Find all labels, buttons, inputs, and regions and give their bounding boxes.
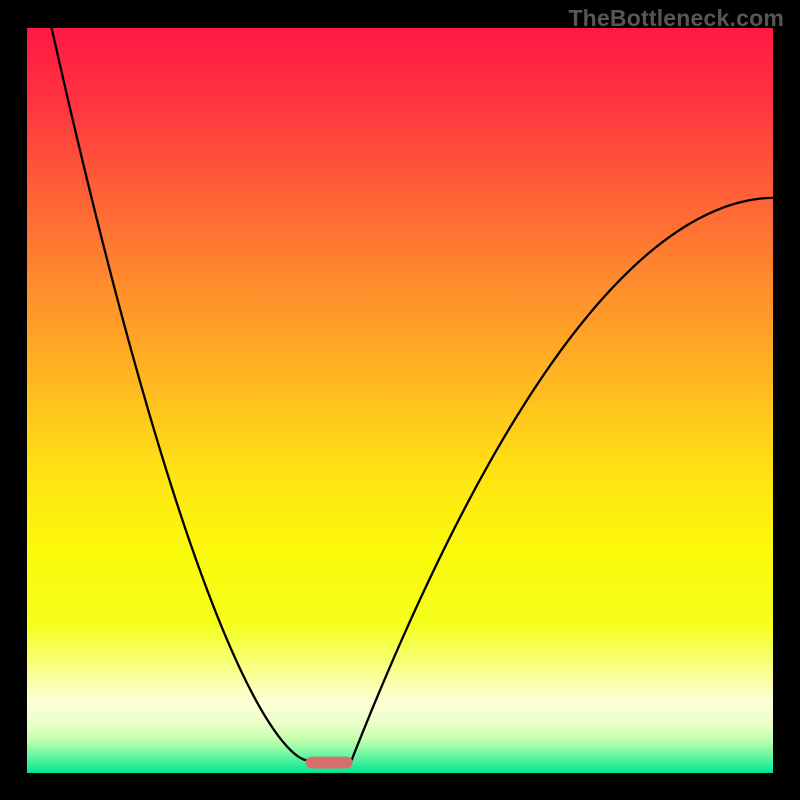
optimum-marker	[306, 757, 353, 769]
plot-gradient	[27, 28, 773, 773]
bottleneck-chart	[0, 0, 800, 800]
watermark-text: TheBottleneck.com	[568, 5, 784, 32]
